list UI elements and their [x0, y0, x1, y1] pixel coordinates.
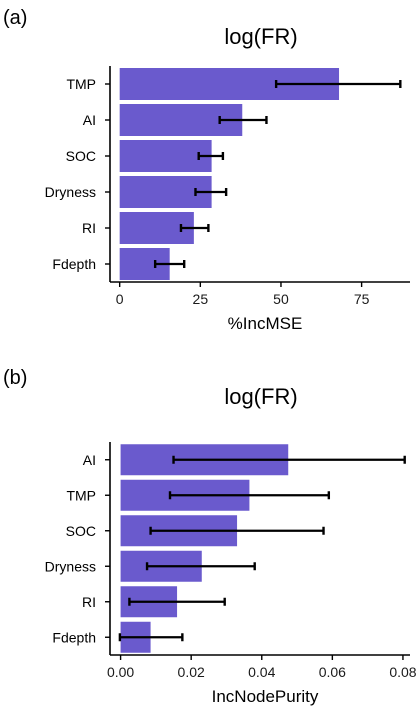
x-axis-title: IncNodePurity — [212, 687, 319, 706]
category-label: Dryness — [45, 184, 96, 200]
x-axis-title: %IncMSE — [228, 314, 303, 333]
bar-soc — [119, 140, 212, 172]
x-tick-label: 75 — [354, 291, 370, 307]
x-tick-label: 0.00 — [107, 664, 134, 680]
x-tick-label: 0.08 — [389, 664, 416, 680]
category-label: SOC — [66, 148, 96, 164]
category-label: SOC — [66, 523, 96, 539]
panel-label: (a) — [3, 7, 27, 29]
category-label: TMP — [66, 487, 96, 503]
category-label: Dryness — [45, 558, 96, 574]
category-label: Fdepth — [52, 256, 96, 272]
category-label: RI — [82, 220, 96, 236]
category-label: RI — [82, 594, 96, 610]
category-label: AI — [83, 112, 96, 128]
x-tick-label: 0.02 — [178, 664, 205, 680]
chart-title: log(FR) — [224, 384, 297, 409]
category-label: AI — [83, 452, 96, 468]
category-label: TMP — [66, 76, 96, 92]
x-tick-label: 0 — [116, 291, 124, 307]
x-tick-label: 50 — [273, 291, 289, 307]
category-label: Fdepth — [52, 629, 96, 645]
x-tick-label: 25 — [193, 291, 209, 307]
panel-label: (b) — [3, 367, 27, 389]
x-tick-label: 0.06 — [319, 664, 346, 680]
x-tick-label: 0.04 — [248, 664, 275, 680]
chart-title: log(FR) — [224, 24, 297, 49]
